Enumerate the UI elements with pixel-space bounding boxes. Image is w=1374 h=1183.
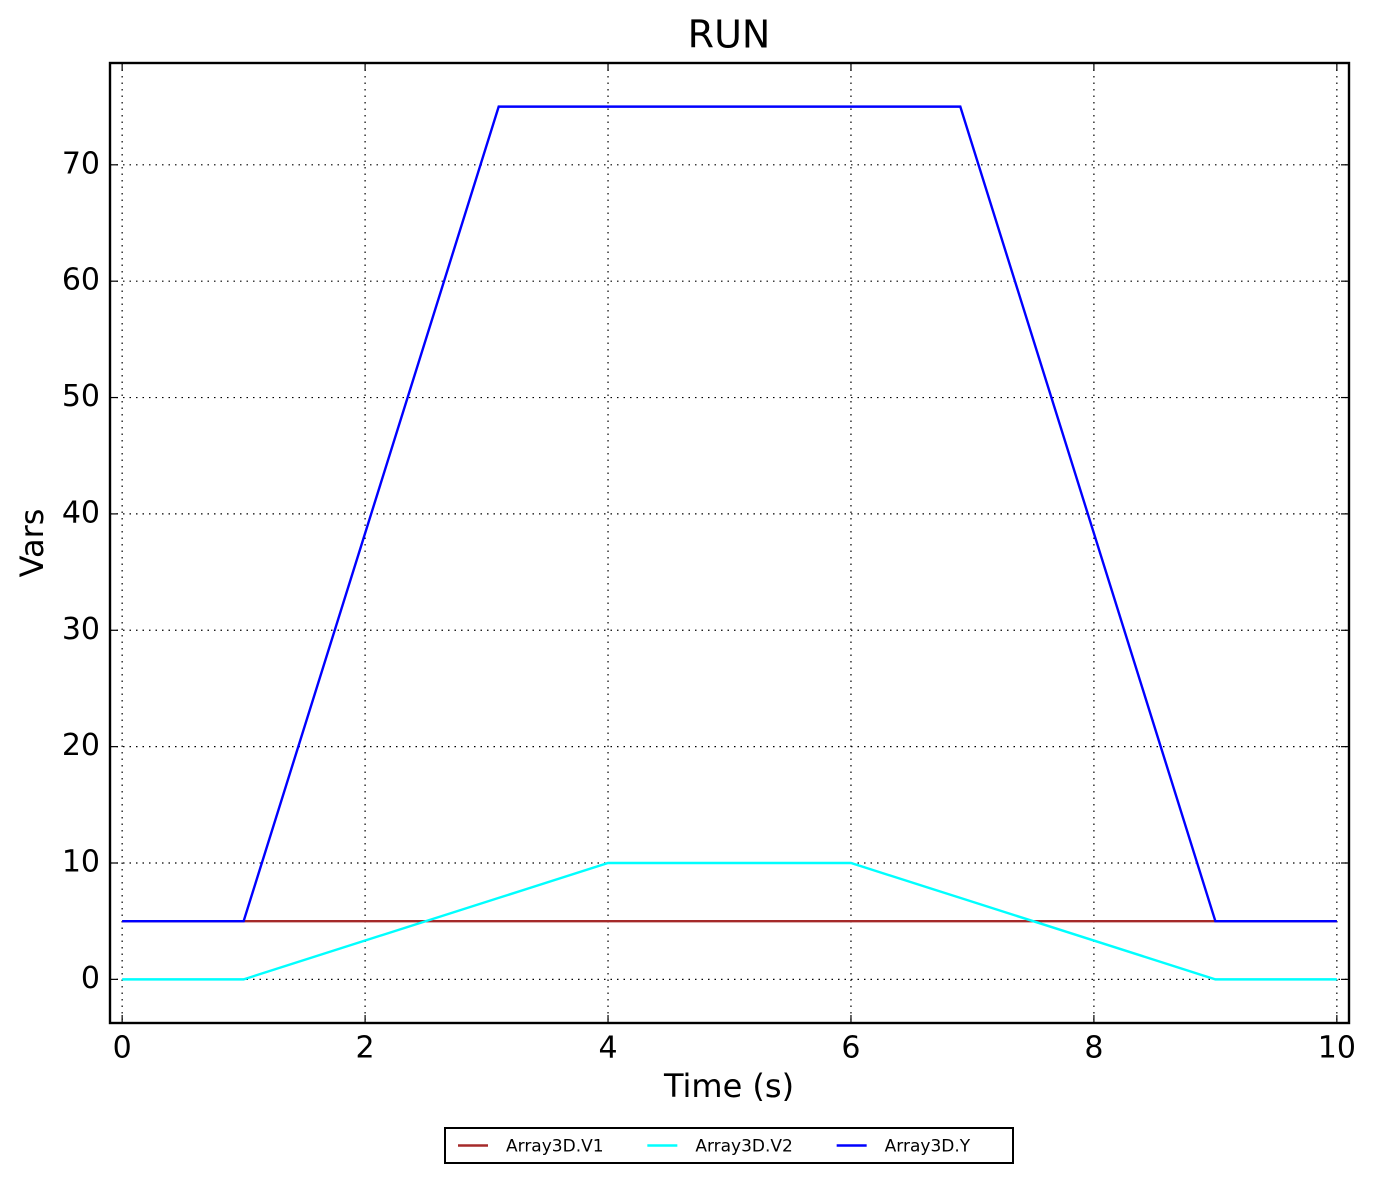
x-tick-label: 8	[1084, 1031, 1103, 1066]
x-axis-label: Time (s)	[663, 1067, 794, 1105]
y-axis-label: Vars	[13, 509, 51, 578]
y-tick-label: 70	[62, 146, 100, 181]
legend-label: Array3D.Y	[885, 1137, 971, 1157]
legend-label: Array3D.V2	[695, 1137, 793, 1157]
plot-frame	[108, 61, 1351, 1025]
series-line	[122, 861, 1337, 981]
y-tick-label: 20	[62, 728, 100, 763]
y-tick-label: 60	[62, 263, 100, 298]
y-tick-label: 40	[62, 495, 100, 530]
x-tick-label: 4	[598, 1031, 617, 1066]
x-tick-label: 2	[356, 1031, 375, 1066]
series-line	[122, 105, 1337, 923]
y-tick-label: 30	[62, 612, 100, 647]
x-tick-label: 10	[1318, 1031, 1356, 1066]
legend-box	[444, 1127, 1014, 1164]
y-tick-label: 0	[81, 961, 100, 996]
legend-label: Array3D.V1	[506, 1137, 604, 1157]
y-tick-label: 50	[62, 379, 100, 414]
x-tick-label: 6	[841, 1031, 860, 1066]
y-tick-label: 10	[62, 845, 100, 880]
chart-title: RUN	[688, 13, 771, 57]
x-tick-label: 0	[113, 1031, 132, 1066]
